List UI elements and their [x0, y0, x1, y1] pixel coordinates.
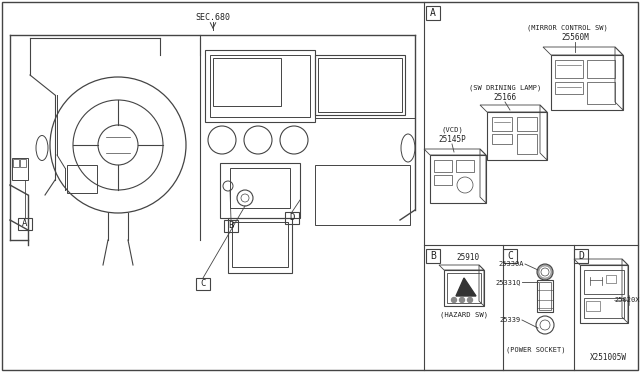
Bar [18, 218, 32, 230]
Text: 25166: 25166 [493, 93, 516, 103]
Text: (SW DRINING LAMP): (SW DRINING LAMP) [469, 85, 541, 91]
Bar [492, 134, 512, 144]
Text: (MIRROR CONTROL SW): (MIRROR CONTROL SW) [527, 25, 607, 31]
Text: 25020X: 25020X [614, 297, 639, 303]
Bar [537, 280, 553, 312]
Bar [228, 218, 292, 273]
Bar [555, 82, 583, 94]
Text: 25339: 25339 [500, 317, 521, 323]
Text: 25145P: 25145P [438, 135, 466, 144]
Bar [584, 298, 624, 318]
Text: (POWER SOCKET): (POWER SOCKET) [506, 347, 566, 353]
Bar [315, 165, 410, 225]
Text: 25910: 25910 [456, 253, 479, 263]
Text: SEC.680: SEC.680 [195, 13, 230, 22]
Text: (VCD): (VCD) [441, 127, 463, 133]
Bar [426, 249, 440, 263]
Bar [447, 273, 481, 303]
Bar [539, 282, 551, 310]
Circle shape [467, 298, 472, 302]
Bar [213, 58, 281, 106]
Text: C: C [200, 279, 205, 289]
Polygon shape [456, 278, 476, 296]
Bar [586, 301, 600, 311]
Text: 25331Q: 25331Q [495, 279, 521, 285]
Text: C: C [507, 251, 513, 261]
Bar [434, 175, 452, 185]
Bar [517, 117, 537, 131]
Text: A: A [430, 8, 436, 18]
Text: 25560M: 25560M [561, 33, 589, 42]
Bar [196, 278, 210, 290]
Bar [220, 163, 300, 218]
Bar [587, 82, 615, 104]
Bar [224, 220, 238, 232]
Circle shape [451, 298, 456, 302]
Bar [210, 55, 310, 117]
Bar [517, 134, 537, 154]
Bar [555, 60, 583, 78]
Bar [430, 155, 486, 203]
Circle shape [460, 298, 465, 302]
Text: B: B [228, 221, 234, 231]
Text: D: D [289, 214, 294, 222]
Bar [444, 270, 484, 306]
Bar [487, 112, 547, 160]
Bar [285, 212, 299, 224]
Bar [456, 160, 474, 172]
Text: A: A [22, 219, 28, 228]
Text: 25330A: 25330A [499, 261, 524, 267]
Bar [230, 168, 290, 208]
Bar [574, 249, 588, 263]
Bar [315, 55, 405, 115]
Text: B: B [430, 251, 436, 261]
Bar [318, 58, 402, 112]
Bar [13, 159, 19, 167]
Bar [606, 275, 616, 283]
Bar [205, 50, 315, 122]
Bar [584, 270, 624, 294]
Bar [492, 117, 512, 131]
Text: (HAZARD SW): (HAZARD SW) [440, 312, 488, 318]
Bar [587, 60, 615, 78]
Text: D: D [578, 251, 584, 261]
Text: X251005W: X251005W [589, 353, 627, 362]
Bar [426, 6, 440, 20]
Bar [434, 160, 452, 172]
Bar [20, 159, 26, 167]
Bar [12, 158, 28, 180]
Bar [580, 265, 628, 323]
Bar [503, 249, 517, 263]
Bar [67, 165, 97, 193]
Bar [551, 55, 623, 110]
Bar [232, 222, 288, 267]
